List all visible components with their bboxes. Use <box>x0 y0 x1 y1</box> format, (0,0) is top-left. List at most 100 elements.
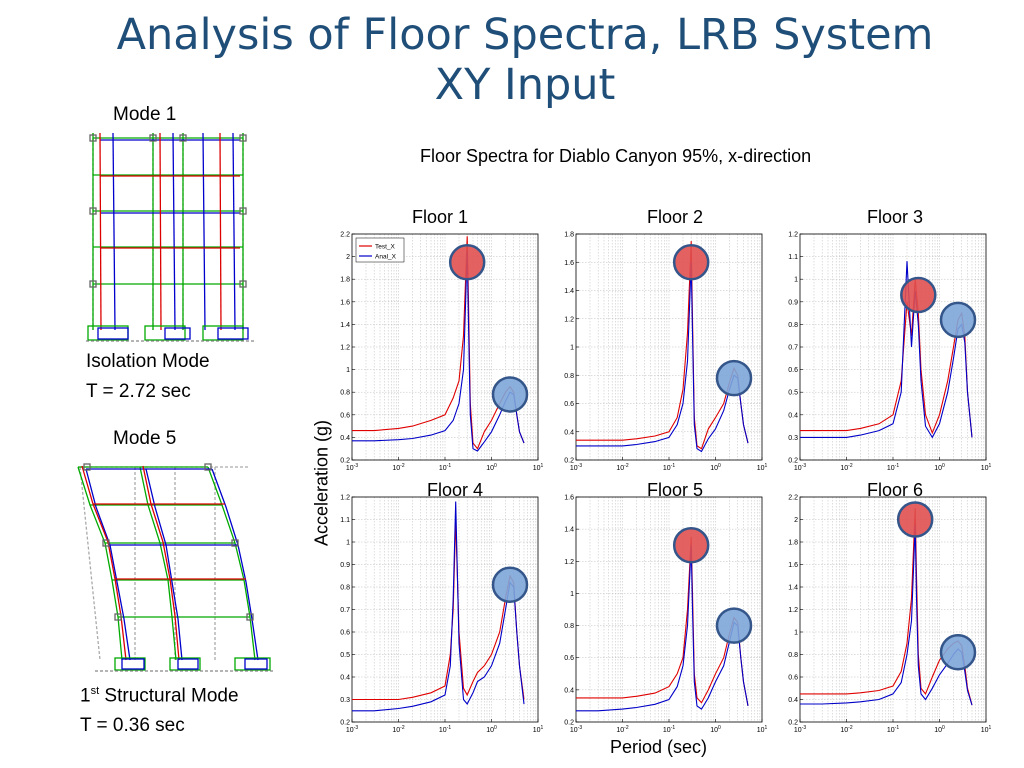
y-tick-label: 0.8 <box>340 390 350 397</box>
y-tick-label: 0.2 <box>788 720 798 727</box>
y-tick-label: 1.6 <box>564 260 574 267</box>
chart-title: Floor 2 <box>647 207 703 227</box>
y-tick-label: 0.2 <box>340 720 350 727</box>
y-tick-label: 0.5 <box>788 390 798 397</box>
mode5-frame-diagram <box>77 463 275 672</box>
y-tick-label: 1.1 <box>340 517 350 524</box>
y-tick-label: 2.2 <box>340 232 350 239</box>
y-tick-label: 1 <box>346 367 350 374</box>
y-tick-label: 1 <box>794 630 798 637</box>
y-tick-label: 0.6 <box>564 655 574 662</box>
x-tick-label: 101 <box>757 463 768 472</box>
mode1-frame-diagram <box>86 132 255 342</box>
x-tick-label: 10-3 <box>346 463 358 472</box>
x-tick-label: 100 <box>486 725 497 734</box>
x-tick-label: 101 <box>533 725 544 734</box>
y-tick-label: 1.8 <box>788 540 798 547</box>
y-tick-label: 0.8 <box>340 585 350 592</box>
x-tick-label: 10-2 <box>616 463 628 472</box>
x-tick-label: 10-3 <box>346 725 358 734</box>
chart-floor-1: 0.2 0.4 0.6 0.8 1 1.2 1.4 1.6 1.8 2 2.2 10-3 10-2 10-… <box>340 207 543 472</box>
x-tick-label: 10-2 <box>392 725 404 734</box>
y-tick-label: 1 <box>794 277 798 284</box>
floor-spectra-charts: 0.2 0.4 0.6 0.8 1 1.2 1.4 1.6 1.8 2 2.2 10-3 10-2 10-… <box>340 207 991 734</box>
y-tick-label: 0.4 <box>564 687 574 694</box>
y-tick-label: 0.7 <box>788 345 798 352</box>
y-tick-label: 1.2 <box>788 232 798 239</box>
y-tick-label: 0.9 <box>340 562 350 569</box>
y-tick-label: 0.6 <box>340 412 350 419</box>
chart-floor-2: 0.2 0.4 0.6 0.8 1 1.2 1.4 1.6 1.8 10-3 10-2 10-1 100… <box>564 207 767 472</box>
chart-title: Floor 3 <box>867 207 923 227</box>
y-tick-label: 1.2 <box>340 495 350 502</box>
y-tick-label: 0.6 <box>564 401 574 408</box>
y-tick-label: 0.6 <box>788 367 798 374</box>
x-tick-label: 10-1 <box>887 463 899 472</box>
x-axis-label: Period (sec) <box>610 737 708 757</box>
chart-floor-6: 0.2 0.4 0.6 0.8 1 1.2 1.4 1.6 1.8 2 2.2 10-3 10-2 10-… <box>788 480 991 734</box>
chart-title: Floor 5 <box>647 480 703 500</box>
x-tick-label: 10-2 <box>840 725 852 734</box>
x-tick-label: 10-3 <box>570 463 582 472</box>
structural-mode-sup: st <box>90 685 100 697</box>
y-tick-label: 0.8 <box>564 373 574 380</box>
y-tick-label: 0.8 <box>788 322 798 329</box>
y-tick-label: 1.6 <box>564 495 574 502</box>
legend-box <box>355 237 405 263</box>
peak-marker-blue <box>491 566 529 603</box>
x-tick-label: 10-2 <box>840 463 852 472</box>
mode1-label: Mode 1 <box>113 104 177 125</box>
title-line-1: Analysis of Floor Spectra, LRB System <box>116 10 934 60</box>
peak-marker-blue <box>939 634 977 671</box>
peak-marker-red <box>896 501 934 538</box>
y-tick-label: 1.4 <box>788 585 798 592</box>
chart-floor-4: 0.2 0.3 0.4 0.5 0.6 0.7 0.8 0.9 1 1.1 1.2 10-3 10-2 1… <box>340 480 543 734</box>
chart-title: Floor 6 <box>867 480 923 500</box>
x-tick-label: 101 <box>533 463 544 472</box>
peak-marker-red <box>448 244 486 281</box>
structural-mode-text: Structural Mode <box>99 685 239 707</box>
y-tick-label: 0.6 <box>788 675 798 682</box>
y-tick-label: 1 <box>570 591 574 598</box>
y-tick-label: 1.2 <box>564 316 574 323</box>
y-tick-label: 0.4 <box>788 412 798 419</box>
y-tick-label: 0.8 <box>788 652 798 659</box>
x-tick-label: 101 <box>981 725 992 734</box>
y-tick-label: 1 <box>570 345 574 352</box>
isolation-mode-label: Isolation Mode <box>86 351 210 372</box>
y-tick-label: 1.2 <box>564 559 574 566</box>
structural-mode-num: 1 <box>80 685 91 707</box>
x-tick-label: 10-1 <box>663 725 675 734</box>
x-tick-label: 10-2 <box>616 725 628 734</box>
y-tick-label: 0.5 <box>340 652 350 659</box>
y-tick-label: 1.6 <box>788 562 798 569</box>
y-tick-label: 0.9 <box>788 299 798 306</box>
peak-marker-red <box>900 276 937 314</box>
y-tick-label: 1.8 <box>564 232 574 239</box>
x-tick-label: 101 <box>757 725 768 734</box>
y-tick-label: 0.8 <box>564 623 574 630</box>
peak-marker-blue <box>715 607 753 644</box>
x-tick-label: 10-1 <box>887 725 899 734</box>
y-tick-label: 1.1 <box>788 254 798 261</box>
y-tick-label: 0.3 <box>788 435 798 442</box>
mode5-label: Mode 5 <box>113 428 177 449</box>
y-tick-label: 1.4 <box>564 288 574 295</box>
isolation-mode-period: T = 2.72 sec <box>86 381 191 402</box>
y-tick-label: 0.4 <box>340 675 350 682</box>
title-line-2: XY Input <box>434 60 616 110</box>
y-tick-label: 1.8 <box>340 277 350 284</box>
y-tick-label: 2 <box>346 254 350 261</box>
x-tick-label: 100 <box>710 463 721 472</box>
y-tick-label: 0.2 <box>340 458 350 465</box>
y-tick-label: 1.6 <box>340 299 350 306</box>
y-tick-label: 1.2 <box>340 345 350 352</box>
y-tick-label: 1.4 <box>340 322 350 329</box>
structural-mode-label: 1st Structural Mode <box>80 685 239 707</box>
chart-title: Floor 1 <box>412 207 468 227</box>
x-tick-label: 10-3 <box>570 725 582 734</box>
y-tick-label: 0.2 <box>788 458 798 465</box>
x-tick-label: 10-2 <box>392 463 404 472</box>
x-tick-label: 10-1 <box>439 725 451 734</box>
